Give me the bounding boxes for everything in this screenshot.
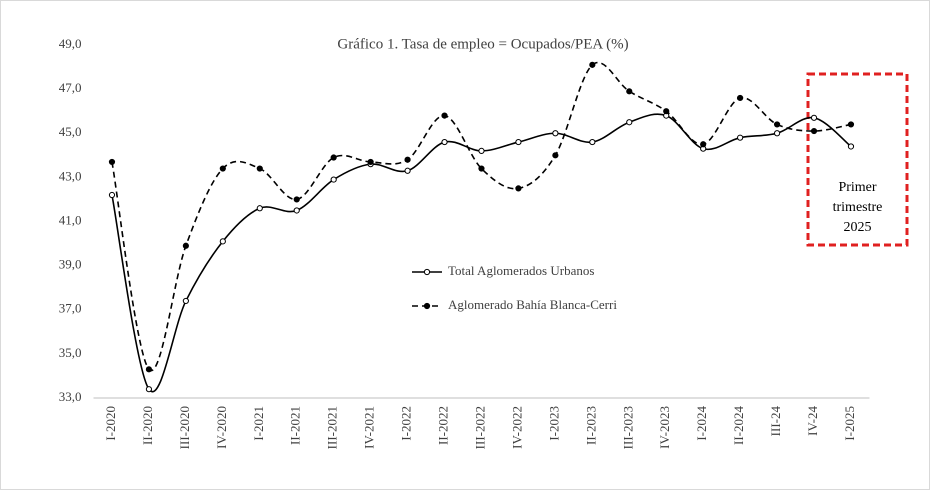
x-tick-label: I-2021 <box>251 406 266 441</box>
x-tick-label: IV-2023 <box>657 406 672 449</box>
data-point <box>330 154 337 161</box>
data-point <box>182 297 189 305</box>
data-point <box>367 158 374 166</box>
x-tick-label: II-2020 <box>140 406 155 445</box>
data-point <box>293 207 300 214</box>
x-tick-label: II-2024 <box>731 406 746 445</box>
y-tick-label: 47,0 <box>59 80 82 95</box>
annotation: 2025 <box>844 220 872 235</box>
x-tick-label: II-2023 <box>583 406 598 445</box>
data-point <box>478 147 485 154</box>
x-tick-label: III-2021 <box>325 406 340 449</box>
x-tick-label: IV-2020 <box>214 406 229 449</box>
data-point <box>256 165 263 172</box>
data-point <box>256 205 263 212</box>
data-point <box>626 88 633 95</box>
legend-label: Total Aglomerados Urbanos <box>448 263 594 278</box>
x-tick-label: IV-2021 <box>362 406 377 449</box>
series-line <box>111 113 852 393</box>
data-point <box>108 158 116 166</box>
legend-marker <box>423 268 431 276</box>
data-point <box>219 238 226 245</box>
data-point <box>330 176 337 183</box>
annotation: trimestre <box>833 200 883 215</box>
x-tick-label: I-2025 <box>842 406 857 441</box>
data-point <box>663 108 670 115</box>
x-tick-label: II-2021 <box>288 406 303 445</box>
data-point <box>515 138 522 146</box>
y-tick-label: 39,0 <box>59 257 82 272</box>
data-point <box>478 165 485 172</box>
data-point <box>441 138 448 146</box>
data-point <box>404 167 411 174</box>
x-tick-label: III-24 <box>768 406 783 437</box>
legend-marker <box>423 302 431 310</box>
data-point <box>626 119 633 126</box>
y-tick-label: 41,0 <box>59 212 82 227</box>
data-point <box>737 134 744 141</box>
data-point <box>108 191 116 199</box>
data-point <box>515 185 522 192</box>
x-tick-label: I-2023 <box>546 406 561 441</box>
data-point <box>847 143 855 150</box>
y-tick-label: 49,0 <box>59 36 82 51</box>
x-tick-label: III-2023 <box>620 406 635 449</box>
y-tick-label: 45,0 <box>59 124 82 139</box>
data-point <box>219 165 226 172</box>
legend-label: Aglomerado Bahía Blanca-Cerri <box>448 297 617 312</box>
x-tick-label: III-2022 <box>472 406 487 449</box>
data-point <box>182 242 189 249</box>
data-point <box>441 112 448 119</box>
data-point <box>552 130 559 137</box>
chart-title: Gráfico 1. Tasa de empleo = Ocupados/PEA… <box>337 36 628 52</box>
y-tick-label: 33,0 <box>59 389 82 404</box>
highlight-box <box>806 72 909 247</box>
y-tick-label: 37,0 <box>59 301 82 316</box>
x-tick-label: I-2022 <box>399 406 414 441</box>
y-tick-label: 43,0 <box>59 168 82 183</box>
annotation: Primer <box>838 180 876 195</box>
x-tick-label: IV-2022 <box>509 406 524 449</box>
data-point <box>700 141 707 148</box>
x-tick-label: IV-24 <box>805 406 820 436</box>
data-point <box>293 196 300 203</box>
data-point <box>737 94 744 102</box>
x-tick-label: III-2020 <box>177 406 192 449</box>
data-point <box>589 61 596 68</box>
data-point <box>589 138 596 146</box>
x-tick-label: I-2020 <box>103 406 118 441</box>
data-point <box>145 366 153 373</box>
y-tick-label: 35,0 <box>59 345 82 360</box>
data-point <box>810 127 818 135</box>
data-point <box>552 152 559 159</box>
data-point <box>773 121 781 128</box>
data-point <box>847 121 855 128</box>
data-point <box>773 130 781 137</box>
series-line <box>111 61 852 372</box>
data-point <box>404 156 411 163</box>
x-tick-label: II-2022 <box>436 406 451 445</box>
data-point <box>810 114 818 121</box>
data-point <box>145 386 153 393</box>
x-tick-label: I-2024 <box>694 406 709 441</box>
